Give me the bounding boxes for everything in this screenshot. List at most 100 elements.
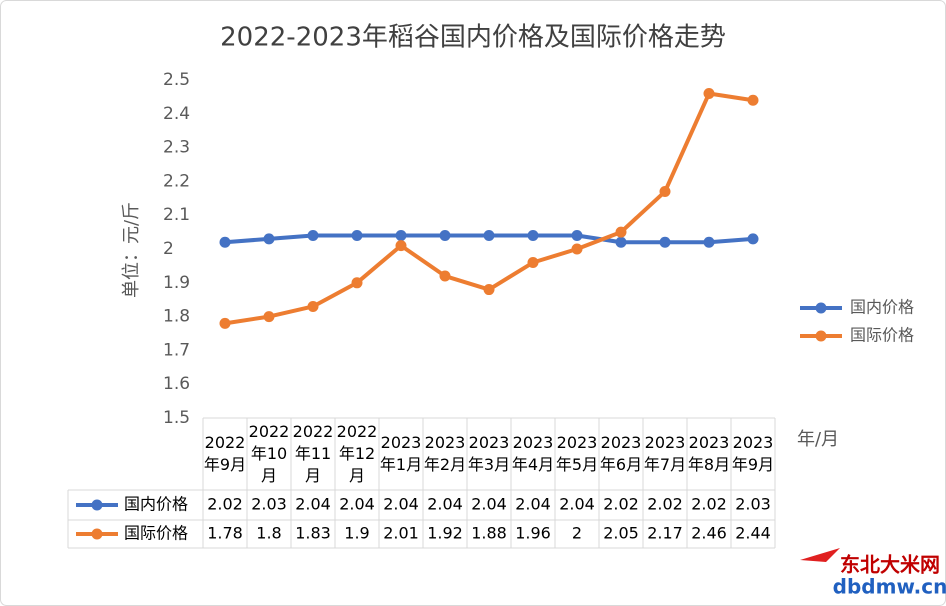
x-tick-label: 2023年2月 (423, 433, 467, 474)
y-tick-label: 2.3 (163, 138, 190, 158)
data-point (571, 229, 583, 241)
data-point (615, 236, 627, 248)
y-tick-label: 1.6 (163, 374, 190, 394)
category-cell: 2023年3月 (467, 433, 511, 474)
category-cell: 2023年1月 (379, 433, 423, 474)
y-tick-label: 1.7 (163, 340, 190, 360)
data-point (219, 236, 231, 248)
data-point (307, 229, 319, 241)
data-point (747, 233, 759, 245)
chart-title: 2022-2023年稻谷国内价格及国际价格走势 (220, 23, 726, 53)
legend-key-marker (91, 528, 103, 540)
x-tick-label: 2023年6月 (599, 433, 643, 474)
legend-marker (815, 302, 827, 314)
category-cell: 2022年12月 (336, 422, 378, 485)
table-value: 1.9 (344, 524, 369, 543)
category-cell: 2023年5月 (555, 433, 599, 474)
y-tick-label: 1.5 (163, 408, 190, 428)
table-value: 1.83 (295, 524, 331, 543)
data-point (747, 94, 759, 106)
category-cell: 2023年7月 (643, 433, 687, 474)
table-value: 2.03 (251, 495, 287, 514)
data-point (527, 229, 539, 241)
x-tick-label: 2023年7月 (643, 433, 687, 474)
category-cell: 2023年6月 (599, 433, 643, 474)
table-value: 2 (572, 524, 582, 543)
x-tick-label: 2022年11月 (292, 422, 334, 485)
table-value: 2.04 (515, 495, 551, 514)
legend-key-marker (91, 499, 103, 511)
table-value: 2.04 (339, 495, 375, 514)
data-point (703, 236, 715, 248)
table-value: 1.8 (256, 524, 281, 543)
x-tick-label: 2023年3月 (467, 433, 511, 474)
y-tick-label: 1.9 (163, 273, 190, 293)
table-value: 2.01 (383, 524, 419, 543)
y-axis-label: 单位：元/斤 (121, 202, 142, 298)
table-value: 1.88 (471, 524, 507, 543)
data-point (483, 284, 495, 296)
table-value: 1.78 (207, 524, 243, 543)
data-point (263, 233, 275, 245)
table-value: 2.17 (647, 524, 683, 543)
x-tick-label: 2023年8月 (687, 433, 731, 474)
data-point (351, 277, 363, 289)
table-value: 2.03 (735, 495, 771, 514)
x-tick-label: 2022年10月 (248, 422, 290, 485)
y-tick-label: 1.8 (163, 307, 190, 327)
category-cell: 2023年2月 (423, 433, 467, 474)
table-value: 2.02 (647, 495, 683, 514)
data-point (439, 229, 451, 241)
y-tick-label: 2 (163, 239, 174, 259)
x-tick-label: 2023年9月 (731, 433, 775, 474)
y-tick-label: 2.2 (163, 171, 190, 191)
watermark-logo (800, 548, 840, 562)
x-tick-label: 2023年5月 (555, 433, 599, 474)
data-point (219, 317, 231, 329)
category-cell: 2023年9月 (731, 433, 775, 474)
y-tick-label: 2.1 (163, 205, 190, 225)
data-point (615, 226, 627, 238)
data-point (263, 311, 275, 323)
table-value: 2.04 (427, 495, 463, 514)
category-cell: 2022年11月 (292, 422, 334, 485)
x-tick-label: 2022年12月 (336, 422, 378, 485)
table-value: 2.04 (471, 495, 507, 514)
y-tick-label: 2.5 (163, 70, 190, 90)
table-value: 2.46 (691, 524, 727, 543)
category-cell: 2022年10月 (248, 422, 290, 485)
table-value: 1.96 (515, 524, 551, 543)
legend-marker (815, 330, 827, 342)
table-value: 2.44 (735, 524, 771, 543)
data-point (395, 240, 407, 252)
table-value: 2.02 (207, 495, 243, 514)
table-value: 2.04 (295, 495, 331, 514)
table-value: 2.04 (559, 495, 595, 514)
data-point (659, 236, 671, 248)
data-point (439, 270, 451, 282)
category-cell: 2023年8月 (687, 433, 731, 474)
table-value: 2.02 (691, 495, 727, 514)
data-point (571, 243, 583, 255)
data-point (351, 229, 363, 241)
table-row-label: 国内价格 (124, 495, 188, 514)
y-tick-label: 2.4 (163, 104, 190, 124)
watermark-text: 东北大米网 (840, 553, 940, 577)
x-tick-label: 2023年4月 (511, 433, 555, 474)
table-row-label: 国际价格 (124, 524, 188, 543)
data-point (527, 257, 539, 269)
data-point (659, 186, 671, 198)
x-axis-label: 年/月 (797, 429, 839, 450)
table-value: 2.05 (603, 524, 639, 543)
x-tick-label: 2022年9月 (203, 433, 247, 474)
data-point (483, 229, 495, 241)
data-point (703, 88, 715, 100)
x-tick-label: 2023年1月 (379, 433, 423, 474)
table-value: 2.04 (383, 495, 419, 514)
legend-label: 国内价格 (850, 298, 914, 317)
table-value: 1.92 (427, 524, 463, 543)
category-cell: 2022年9月 (203, 433, 247, 474)
watermark-url: dbdmw.cn (833, 575, 946, 599)
